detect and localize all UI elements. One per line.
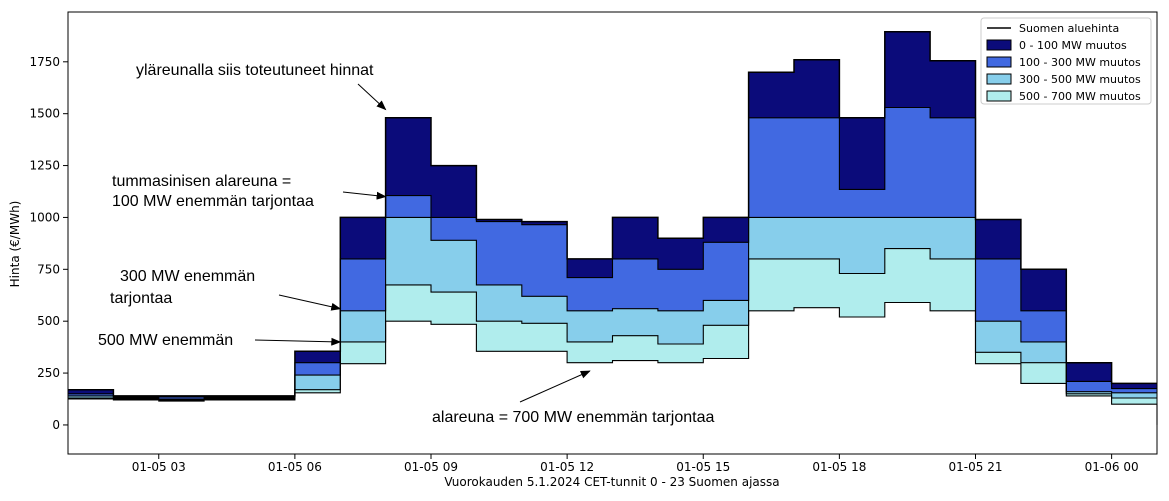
legend-label-4: 500 - 700 MW muutos (1019, 90, 1141, 103)
legend-label-2: 100 - 300 MW muutos (1019, 56, 1141, 69)
annotation-arrow-6 (519, 370, 591, 403)
annotation-300mw-line2: tarjontaa (110, 290, 172, 307)
legend-box (980, 17, 1152, 105)
area-band-4 (68, 248, 1157, 405)
annotation-arrow-1 (342, 191, 387, 200)
x-tick-label-2: 01-05 09 (404, 460, 458, 474)
y-tick-label-0: 0 (52, 418, 60, 432)
y-tick-label-5: 1250 (29, 159, 60, 173)
x-tick-label-5: 01-05 18 (812, 460, 866, 474)
x-axis-title: Vuorokauden 5.1.2024 CET-tunnit 0 - 23 S… (444, 475, 779, 489)
legend: Suomen aluehinta 0 - 100 MW muutos 100 - 3… (980, 17, 1152, 105)
y-tick-label-1: 250 (37, 366, 60, 380)
annotation-300mw-line1: 300 MW enemmän (120, 268, 255, 285)
annotation-dark-blue-line2: 100 MW enemmän tarjontaa (112, 193, 314, 210)
x-tick-label-3: 01-05 12 (540, 460, 594, 474)
annotation-arrow-5 (254, 337, 342, 346)
series-outline-3 (68, 248, 1157, 401)
legend-swatch-3 (986, 73, 1012, 85)
x-tick-label-1: 01-05 06 (268, 460, 322, 474)
legend-swatch-4 (986, 90, 1012, 102)
annotation-arrow-3 (278, 294, 342, 311)
x-tick-label-6: 01-05 21 (949, 460, 1003, 474)
legend-label-3: 300 - 500 MW muutos (1019, 73, 1141, 86)
annotation-bottom-edge: alareuna = 700 MW enemmän tarjontaa (432, 409, 714, 426)
annotation-top-edge: yläreunalla siis toteutuneet hinnat (136, 62, 374, 79)
legend-label-1: 0 - 100 MW muutos (1019, 39, 1127, 52)
legend-label-0: Suomen aluehinta (1019, 22, 1119, 35)
annotation-arrow-0 (357, 83, 387, 111)
annotation-500mw: 500 MW enemmän (98, 332, 233, 349)
x-tick-label-0: 01-05 03 (132, 460, 186, 474)
y-tick-label-2: 500 (37, 314, 60, 328)
annotation-dark-blue-line1: tummasinisen alareuna = (112, 173, 291, 190)
y-tick-label-6: 1500 (29, 107, 60, 121)
axes: 0 250 500 750 1000 1250 1500 1750 01-05 03 01-05 … (29, 11, 1158, 474)
y-tick-label-7: 1750 (29, 55, 60, 69)
legend-swatch-2 (986, 56, 1012, 68)
y-tick-label-3: 750 (37, 262, 60, 276)
y-axis-title: Hinta (€/MWh) (8, 201, 22, 288)
x-tick-label-7: 01-06 00 (1085, 460, 1139, 474)
line-layer (68, 30, 1158, 425)
y-tick-label-4: 1000 (29, 210, 60, 224)
x-tick-label-4: 01-05 15 (676, 460, 730, 474)
legend-swatch-1 (986, 39, 1012, 51)
series-outline-4 (68, 301, 1158, 425)
annotations: yläreunalla siis toteutuneet hinnat tumm… (98, 62, 714, 426)
plot-frame (67, 11, 1158, 455)
